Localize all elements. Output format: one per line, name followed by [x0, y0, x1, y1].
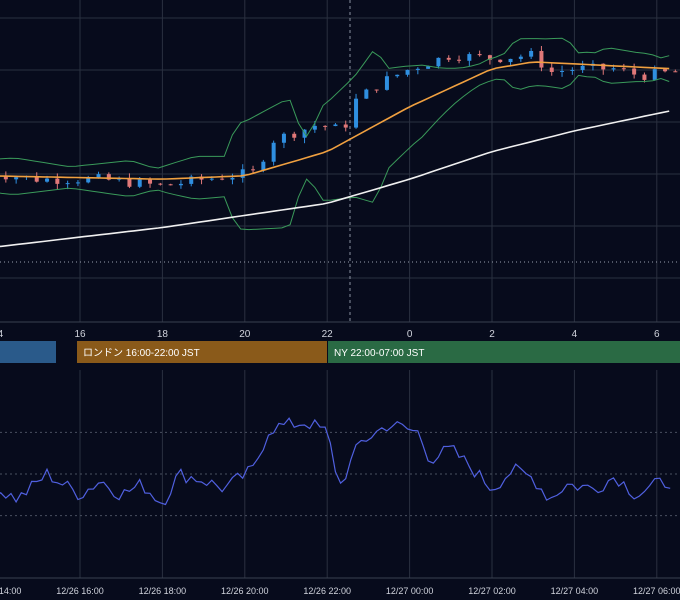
bottom-time-label: 12/26 16:00 — [56, 586, 104, 596]
bottom-time-label: 12/27 04:00 — [551, 586, 599, 596]
candle-body — [178, 183, 183, 186]
candle-body — [405, 69, 410, 75]
candle-body — [395, 74, 400, 77]
candle-body — [3, 176, 8, 180]
bollinger-upper — [0, 37, 670, 169]
bottom-time-label: 12/27 00:00 — [386, 586, 434, 596]
candle-body — [158, 183, 163, 185]
bottom-time-label: 12/27 02:00 — [468, 586, 516, 596]
session-label: ロンドン 16:00-22:00 JST — [83, 348, 200, 359]
candle-body — [632, 68, 637, 75]
candle-body — [189, 176, 194, 184]
candle-body — [281, 133, 286, 143]
candle-body — [570, 69, 575, 71]
x-tick-label: 2 — [489, 329, 495, 340]
session-bar: ロンドン 16:00-22:00 JST NY 22:00-07:00 JST — [0, 341, 680, 363]
x-tick-label: 20 — [239, 329, 251, 340]
candle-body — [209, 178, 214, 180]
candle-body — [374, 89, 379, 91]
candle-body — [333, 124, 338, 127]
candle-body — [487, 55, 492, 60]
candle-body — [312, 125, 317, 130]
candle-body — [86, 177, 91, 183]
candle-body — [168, 184, 173, 186]
candle-body — [34, 175, 39, 182]
candle-body — [240, 169, 245, 178]
bottom-time-label: 12/26 14:00 — [0, 586, 21, 596]
candle-body — [106, 174, 111, 180]
oscillator-panel — [0, 417, 671, 506]
candle-body — [467, 54, 472, 61]
candle-body — [384, 76, 389, 90]
x-tick-label: 0 — [407, 329, 413, 340]
candle-body — [621, 68, 626, 70]
candle-body — [96, 174, 101, 178]
bottom-time-label: 12/26 20:00 — [221, 586, 269, 596]
candle-body — [75, 182, 80, 184]
x-tick-label: 16 — [74, 329, 86, 340]
candle-body — [45, 178, 50, 182]
candle-body — [498, 59, 503, 63]
x-tick-label: 18 — [157, 329, 169, 340]
candle-body — [652, 69, 657, 80]
candle-body — [14, 177, 19, 180]
bottom-time-label: 12/27 06:00 — [633, 586, 680, 596]
session-label: NY 22:00-07:00 JST — [334, 348, 424, 359]
candle-body — [137, 179, 142, 187]
grid-layer — [0, 0, 680, 579]
candle-body — [642, 74, 647, 80]
candle-body — [580, 65, 585, 70]
x-tick-label: 14 — [0, 329, 4, 340]
x-tick-label: 22 — [322, 329, 334, 340]
candle-body — [508, 58, 513, 63]
candle-body — [127, 178, 132, 187]
x-tick-label: 6 — [654, 329, 660, 340]
candle-body — [601, 63, 606, 70]
bollinger-lower — [0, 74, 670, 231]
candle-body — [549, 67, 554, 72]
candle-body — [271, 142, 276, 162]
bottom-time-label: 12/26 18:00 — [139, 586, 187, 596]
candle-body — [251, 169, 256, 171]
candle-body — [220, 178, 225, 180]
candle-body — [343, 124, 348, 128]
candle-body — [261, 161, 266, 171]
candle-body — [230, 177, 235, 180]
candle-body — [477, 54, 482, 56]
session-block — [328, 341, 680, 363]
candle-body — [611, 68, 616, 70]
candle-body — [457, 59, 462, 61]
candle-body — [323, 125, 328, 127]
candle-body — [663, 69, 668, 72]
candle-body — [148, 179, 153, 184]
session-block — [0, 341, 56, 363]
oscillator-line — [0, 417, 671, 506]
candle-body — [55, 178, 60, 184]
candle-body — [364, 89, 369, 99]
price-panel — [0, 37, 678, 248]
sma-orange-line — [0, 61, 670, 180]
bottom-time-label: 12/26 22:00 — [303, 586, 351, 596]
axis-labels: 14 16 18 20 22 0 2 4 6 12/26 14:00 12/26 16:00 12/2… — [0, 329, 680, 596]
candle-body — [560, 70, 565, 72]
candle-body — [673, 71, 678, 73]
candle-body — [446, 57, 451, 60]
candle-body — [518, 56, 523, 59]
session-block — [77, 341, 327, 363]
candle-body — [415, 68, 420, 70]
candle-body — [292, 133, 297, 138]
candle-body — [426, 66, 431, 69]
x-tick-label: 4 — [572, 329, 578, 340]
candle-body — [65, 183, 70, 185]
candle-body — [529, 50, 534, 57]
candle-body — [436, 57, 441, 67]
sma-white-line — [0, 110, 670, 248]
candle-body — [539, 50, 544, 68]
candle-body — [354, 98, 359, 128]
